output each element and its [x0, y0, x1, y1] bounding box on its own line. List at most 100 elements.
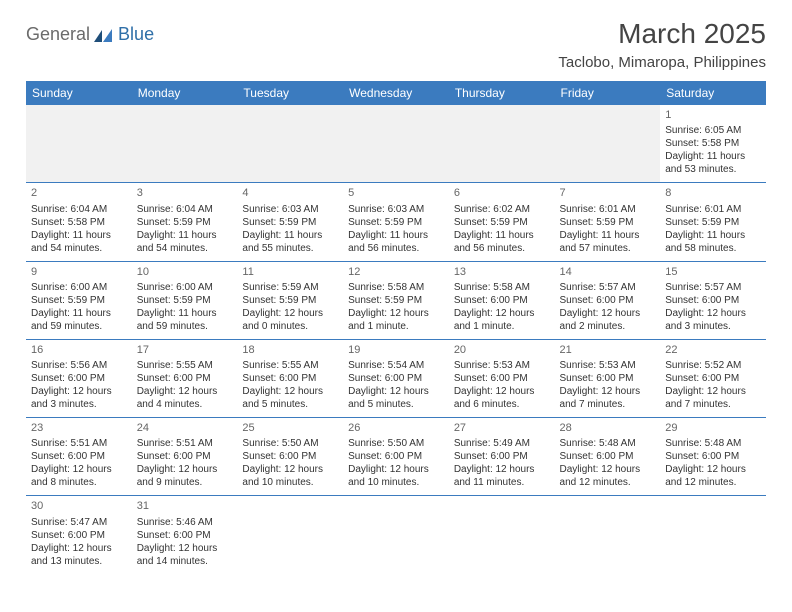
calendar-blank — [26, 105, 132, 183]
daylight-text: Daylight: 11 hours and 55 minutes. — [242, 229, 338, 255]
sunrise-text: Sunrise: 6:01 AM — [560, 203, 656, 216]
sunset-text: Sunset: 5:59 PM — [454, 216, 550, 229]
sunset-text: Sunset: 5:59 PM — [137, 216, 233, 229]
daylight-text: Daylight: 11 hours and 57 minutes. — [560, 229, 656, 255]
sunset-text: Sunset: 5:59 PM — [348, 216, 444, 229]
calendar-day: 12Sunrise: 5:58 AMSunset: 5:59 PMDayligh… — [343, 261, 449, 339]
brand-logo: General Blue — [26, 24, 154, 45]
sunrise-text: Sunrise: 6:01 AM — [665, 203, 761, 216]
calendar-body: 1Sunrise: 6:05 AMSunset: 5:58 PMDaylight… — [26, 105, 766, 574]
day-number: 11 — [242, 265, 338, 279]
daylight-text: Daylight: 11 hours and 59 minutes. — [137, 307, 233, 333]
calendar-day: 16Sunrise: 5:56 AMSunset: 6:00 PMDayligh… — [26, 339, 132, 417]
brand-part2: Blue — [118, 24, 154, 45]
calendar-day: 24Sunrise: 5:51 AMSunset: 6:00 PMDayligh… — [132, 418, 238, 496]
calendar-day: 30Sunrise: 5:47 AMSunset: 6:00 PMDayligh… — [26, 496, 132, 574]
sunrise-text: Sunrise: 5:53 AM — [560, 359, 656, 372]
daylight-text: Daylight: 12 hours and 14 minutes. — [137, 542, 233, 568]
daylight-text: Daylight: 12 hours and 5 minutes. — [242, 385, 338, 411]
calendar-day: 5Sunrise: 6:03 AMSunset: 5:59 PMDaylight… — [343, 183, 449, 261]
daylight-text: Daylight: 12 hours and 3 minutes. — [31, 385, 127, 411]
sunrise-text: Sunrise: 5:53 AM — [454, 359, 550, 372]
day-number: 5 — [348, 186, 444, 200]
sunset-text: Sunset: 6:00 PM — [665, 372, 761, 385]
day-number: 25 — [242, 421, 338, 435]
sunrise-text: Sunrise: 6:00 AM — [31, 281, 127, 294]
sunrise-text: Sunrise: 5:50 AM — [242, 437, 338, 450]
day-header-row: SundayMondayTuesdayWednesdayThursdayFrid… — [26, 81, 766, 105]
sunrise-text: Sunrise: 6:05 AM — [665, 124, 761, 137]
calendar-week: 9Sunrise: 6:00 AMSunset: 5:59 PMDaylight… — [26, 261, 766, 339]
calendar-day: 8Sunrise: 6:01 AMSunset: 5:59 PMDaylight… — [660, 183, 766, 261]
day-number: 13 — [454, 265, 550, 279]
daylight-text: Daylight: 11 hours and 56 minutes. — [348, 229, 444, 255]
calendar-day: 31Sunrise: 5:46 AMSunset: 6:00 PMDayligh… — [132, 496, 238, 574]
calendar-week: 2Sunrise: 6:04 AMSunset: 5:58 PMDaylight… — [26, 183, 766, 261]
calendar-day: 6Sunrise: 6:02 AMSunset: 5:59 PMDaylight… — [449, 183, 555, 261]
calendar-blank — [555, 496, 661, 574]
day-number: 23 — [31, 421, 127, 435]
calendar-day: 4Sunrise: 6:03 AMSunset: 5:59 PMDaylight… — [237, 183, 343, 261]
daylight-text: Daylight: 12 hours and 9 minutes. — [137, 463, 233, 489]
day-number: 19 — [348, 343, 444, 357]
calendar-day: 3Sunrise: 6:04 AMSunset: 5:59 PMDaylight… — [132, 183, 238, 261]
location-text: Taclobo, Mimaropa, Philippines — [558, 54, 766, 71]
sunset-text: Sunset: 6:00 PM — [242, 450, 338, 463]
daylight-text: Daylight: 12 hours and 6 minutes. — [454, 385, 550, 411]
day-number: 20 — [454, 343, 550, 357]
sunrise-text: Sunrise: 5:56 AM — [31, 359, 127, 372]
sunset-text: Sunset: 5:59 PM — [665, 216, 761, 229]
sunrise-text: Sunrise: 5:52 AM — [665, 359, 761, 372]
sunrise-text: Sunrise: 5:54 AM — [348, 359, 444, 372]
calendar-week: 30Sunrise: 5:47 AMSunset: 6:00 PMDayligh… — [26, 496, 766, 574]
sunset-text: Sunset: 6:00 PM — [137, 529, 233, 542]
daylight-text: Daylight: 12 hours and 7 minutes. — [560, 385, 656, 411]
sunrise-text: Sunrise: 5:57 AM — [665, 281, 761, 294]
sunrise-text: Sunrise: 5:55 AM — [242, 359, 338, 372]
daylight-text: Daylight: 11 hours and 54 minutes. — [31, 229, 127, 255]
daylight-text: Daylight: 12 hours and 3 minutes. — [665, 307, 761, 333]
sunrise-text: Sunrise: 5:57 AM — [560, 281, 656, 294]
day-number: 3 — [137, 186, 233, 200]
calendar-table: SundayMondayTuesdayWednesdayThursdayFrid… — [26, 81, 766, 574]
daylight-text: Daylight: 12 hours and 13 minutes. — [31, 542, 127, 568]
calendar-week: 16Sunrise: 5:56 AMSunset: 6:00 PMDayligh… — [26, 339, 766, 417]
day-header: Friday — [555, 81, 661, 105]
day-header: Thursday — [449, 81, 555, 105]
daylight-text: Daylight: 12 hours and 4 minutes. — [137, 385, 233, 411]
sunset-text: Sunset: 6:00 PM — [560, 372, 656, 385]
sunrise-text: Sunrise: 5:50 AM — [348, 437, 444, 450]
sunset-text: Sunset: 5:59 PM — [242, 216, 338, 229]
sunrise-text: Sunrise: 6:04 AM — [31, 203, 127, 216]
sunset-text: Sunset: 6:00 PM — [560, 294, 656, 307]
calendar-day: 19Sunrise: 5:54 AMSunset: 6:00 PMDayligh… — [343, 339, 449, 417]
sunset-text: Sunset: 5:59 PM — [137, 294, 233, 307]
daylight-text: Daylight: 11 hours and 56 minutes. — [454, 229, 550, 255]
sunset-text: Sunset: 5:58 PM — [665, 137, 761, 150]
day-number: 17 — [137, 343, 233, 357]
day-header: Sunday — [26, 81, 132, 105]
sunrise-text: Sunrise: 5:55 AM — [137, 359, 233, 372]
sunrise-text: Sunrise: 6:00 AM — [137, 281, 233, 294]
calendar-blank — [555, 105, 661, 183]
daylight-text: Daylight: 12 hours and 1 minute. — [348, 307, 444, 333]
day-number: 6 — [454, 186, 550, 200]
daylight-text: Daylight: 12 hours and 10 minutes. — [348, 463, 444, 489]
day-number: 14 — [560, 265, 656, 279]
day-number: 7 — [560, 186, 656, 200]
sunset-text: Sunset: 6:00 PM — [31, 529, 127, 542]
day-number: 30 — [31, 499, 127, 513]
brand-part1: General — [26, 24, 90, 45]
calendar-day: 26Sunrise: 5:50 AMSunset: 6:00 PMDayligh… — [343, 418, 449, 496]
day-number: 22 — [665, 343, 761, 357]
day-number: 18 — [242, 343, 338, 357]
day-number: 26 — [348, 421, 444, 435]
calendar-day: 29Sunrise: 5:48 AMSunset: 6:00 PMDayligh… — [660, 418, 766, 496]
day-header: Saturday — [660, 81, 766, 105]
calendar-blank — [449, 105, 555, 183]
calendar-day: 7Sunrise: 6:01 AMSunset: 5:59 PMDaylight… — [555, 183, 661, 261]
sunset-text: Sunset: 6:00 PM — [665, 294, 761, 307]
sunset-text: Sunset: 6:00 PM — [560, 450, 656, 463]
calendar-blank — [343, 105, 449, 183]
calendar-day: 23Sunrise: 5:51 AMSunset: 6:00 PMDayligh… — [26, 418, 132, 496]
